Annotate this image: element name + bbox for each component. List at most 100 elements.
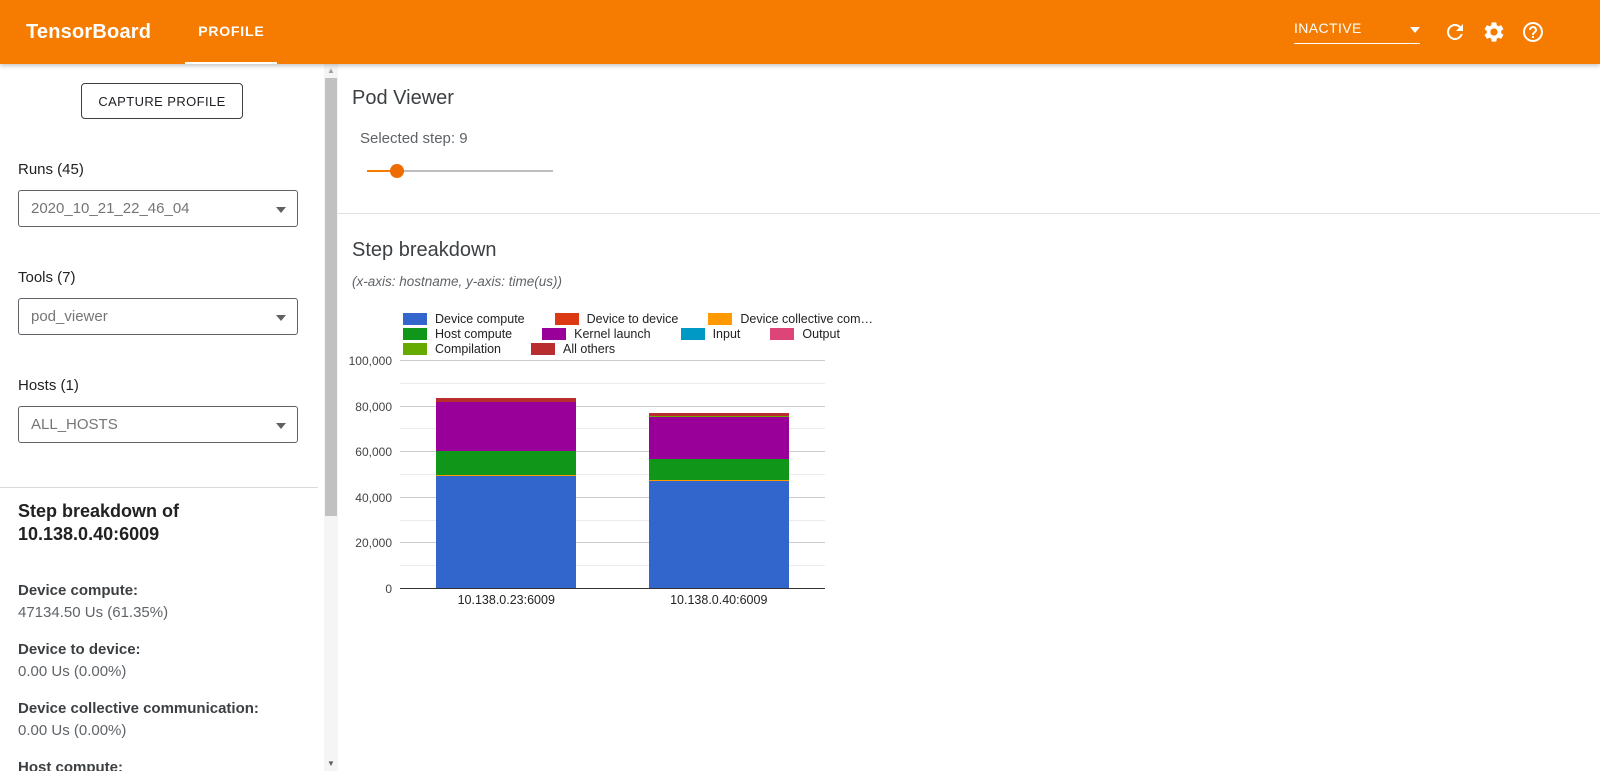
legend-swatch — [403, 312, 427, 325]
runs-label: Runs (45) — [18, 161, 84, 178]
bar-segment-compilation[interactable] — [648, 416, 789, 418]
refresh-icon[interactable] — [1443, 20, 1467, 44]
x-axis-line — [400, 588, 825, 589]
page-title: Pod Viewer — [352, 87, 454, 109]
bar-segment-device-compute[interactable] — [436, 476, 577, 588]
gridline — [400, 405, 825, 407]
step-breakdown-stats: Device compute: 47134.50 Us (61.35%) Devic… — [18, 580, 306, 771]
legend-swatch — [403, 327, 427, 340]
sidebar-scrollbar[interactable]: ▲ ▼ — [324, 64, 338, 771]
dropdown-caret-icon — [276, 200, 286, 217]
hosts-dropdown-value: ALL_HOSTS — [31, 416, 118, 433]
legend-swatch — [542, 327, 567, 340]
bar-segment-kernel-launch[interactable] — [648, 417, 789, 459]
bar-segment-host-compute[interactable] — [436, 451, 577, 476]
x-category-label: 10.138.0.40:6009 — [670, 593, 768, 607]
gridline — [400, 519, 825, 521]
app-header: TensorBoard PROFILE INACTIVE — [0, 0, 1600, 64]
legend-label: Output — [802, 326, 840, 341]
help-icon[interactable] — [1521, 20, 1545, 44]
main-panel: Pod Viewer Selected step: 9 Step breakdo… — [338, 64, 1600, 771]
step-slider[interactable] — [367, 164, 553, 178]
stat-value: 0.00 Us (0.00%) — [18, 722, 127, 739]
chart-legend: Device compute Device to device Device col… — [403, 311, 873, 356]
dropdown-caret-icon — [1410, 20, 1420, 36]
stat-label: Device compute: — [18, 582, 139, 599]
legend-swatch — [680, 327, 705, 340]
y-tick-label: 0 — [385, 582, 392, 596]
status-dropdown[interactable]: INACTIVE — [1294, 20, 1420, 44]
stat-label: Host compute: — [18, 759, 123, 771]
gridline — [400, 428, 825, 430]
runs-dropdown[interactable]: 2020_10_21_22_46_04 — [18, 190, 298, 227]
stat-value: 0.00 Us (0.00%) — [18, 663, 127, 680]
scrollbar-thumb[interactable] — [325, 78, 337, 516]
bar-segment-kernel-launch[interactable] — [436, 402, 577, 452]
bar-segment-host-compute[interactable] — [648, 458, 789, 480]
gridline — [400, 542, 825, 544]
slider-track[interactable] — [367, 170, 553, 172]
scroll-down-icon[interactable]: ▼ — [327, 759, 335, 768]
stat-row: Host compute: — [18, 757, 306, 771]
capture-profile-button[interactable]: CAPTURE PROFILE — [81, 83, 243, 119]
legend-item: Compilation — [403, 342, 501, 356]
bar-segment-all-others[interactable] — [436, 397, 577, 402]
hosts-dropdown[interactable]: ALL_HOSTS — [18, 406, 298, 443]
legend-row: Compilation All others — [403, 341, 832, 356]
y-tick-label: 40,000 — [355, 490, 392, 505]
bar-segment-device-compute[interactable] — [648, 480, 789, 588]
bar-10.138.0.23:6009[interactable] — [436, 397, 577, 588]
tools-dropdown-value: pod_viewer — [31, 308, 108, 325]
legend-item: Device to device — [554, 312, 678, 326]
bar-segment-all-others[interactable] — [648, 412, 789, 417]
gridline — [400, 496, 825, 498]
legend-label: Compilation — [435, 341, 502, 356]
bar-segment-compilation[interactable] — [436, 401, 577, 403]
scroll-up-icon[interactable]: ▲ — [327, 66, 335, 75]
legend-label: Kernel launch — [574, 326, 651, 341]
bar-segment-device-collective-communication[interactable] — [436, 475, 577, 477]
y-tick-label: 60,000 — [355, 445, 392, 460]
stat-row: Device compute: 47134.50 Us (61.35%) — [18, 580, 306, 624]
y-tick-label: 20,000 — [355, 536, 392, 551]
x-axis-labels: 10.138.0.23:6009 10.138.0.40:6009 — [400, 593, 825, 609]
slider-thumb[interactable] — [389, 164, 404, 178]
legend-item: Host compute — [403, 327, 512, 341]
gridline — [400, 451, 825, 453]
sidebar-divider — [0, 487, 318, 488]
step-breakdown-details-title: Step breakdown of 10.138.0.40:6009 — [18, 500, 306, 546]
gridline — [400, 382, 825, 384]
legend-swatch — [708, 312, 733, 325]
legend-row: Device compute Device to device Device col… — [403, 311, 873, 326]
settings-icon[interactable] — [1482, 20, 1506, 44]
y-tick-label: 100,000 — [348, 354, 392, 368]
legend-label: Device collective com… — [740, 311, 874, 326]
legend-item: Input — [680, 327, 740, 341]
legend-swatch — [531, 342, 556, 355]
bar-segment-device-collective-communication[interactable] — [648, 479, 789, 481]
main-divider — [338, 213, 1600, 214]
x-category-label: 10.138.0.23:6009 — [457, 593, 555, 607]
plot-area: 0 20,000 40,000 60,000 80,000 100,000 — [349, 354, 825, 596]
legend-item: Output — [770, 327, 840, 341]
tab-profile[interactable]: PROFILE — [185, 0, 278, 64]
gridline — [400, 565, 825, 567]
legend-swatch — [770, 327, 795, 340]
dropdown-caret-icon — [276, 416, 286, 433]
bar-10.138.0.40:6009[interactable] — [648, 412, 789, 588]
legend-swatch — [403, 342, 427, 355]
stat-row: Device collective communication: 0.00 Us … — [18, 698, 306, 742]
runs-dropdown-value: 2020_10_21_22_46_04 — [31, 200, 190, 217]
legend-item: Device compute — [403, 312, 525, 326]
slider-fill — [367, 170, 397, 172]
legend-label: Device compute — [435, 311, 525, 326]
legend-swatch — [554, 312, 579, 325]
tools-label: Tools (7) — [18, 269, 76, 286]
step-breakdown-chart: Device compute Device to device Device col… — [349, 311, 873, 609]
tools-dropdown[interactable]: pod_viewer — [18, 298, 298, 335]
sidebar: CAPTURE PROFILE Runs (45) 2020_10_21_22_… — [0, 64, 324, 771]
legend-item: All others — [531, 342, 615, 356]
gridline — [400, 474, 825, 475]
header-controls: INACTIVE — [1294, 20, 1600, 44]
section-title: Step breakdown — [352, 239, 497, 261]
